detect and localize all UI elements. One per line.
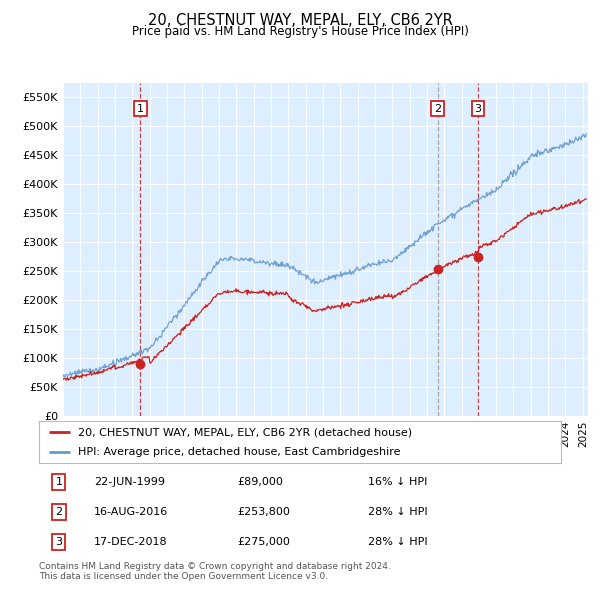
Text: Contains HM Land Registry data © Crown copyright and database right 2024.
This d: Contains HM Land Registry data © Crown c… [39,562,391,581]
Text: HPI: Average price, detached house, East Cambridgeshire: HPI: Average price, detached house, East… [78,447,401,457]
Text: 2: 2 [434,104,441,114]
Text: 28% ↓ HPI: 28% ↓ HPI [368,507,427,517]
Text: £253,800: £253,800 [238,507,290,517]
Text: 17-DEC-2018: 17-DEC-2018 [94,537,167,547]
Text: 1: 1 [55,477,62,487]
Text: 3: 3 [55,537,62,547]
Text: 3: 3 [475,104,482,114]
Text: 20, CHESTNUT WAY, MEPAL, ELY, CB6 2YR (detached house): 20, CHESTNUT WAY, MEPAL, ELY, CB6 2YR (d… [78,427,412,437]
Text: £89,000: £89,000 [238,477,283,487]
Text: 16% ↓ HPI: 16% ↓ HPI [368,477,427,487]
Text: 1: 1 [137,104,144,114]
Text: £275,000: £275,000 [238,537,290,547]
Text: 22-JUN-1999: 22-JUN-1999 [94,477,165,487]
Text: 2: 2 [55,507,62,517]
Text: 28% ↓ HPI: 28% ↓ HPI [368,537,427,547]
Text: Price paid vs. HM Land Registry's House Price Index (HPI): Price paid vs. HM Land Registry's House … [131,25,469,38]
Text: 16-AUG-2016: 16-AUG-2016 [94,507,168,517]
Text: 20, CHESTNUT WAY, MEPAL, ELY, CB6 2YR: 20, CHESTNUT WAY, MEPAL, ELY, CB6 2YR [148,13,452,28]
